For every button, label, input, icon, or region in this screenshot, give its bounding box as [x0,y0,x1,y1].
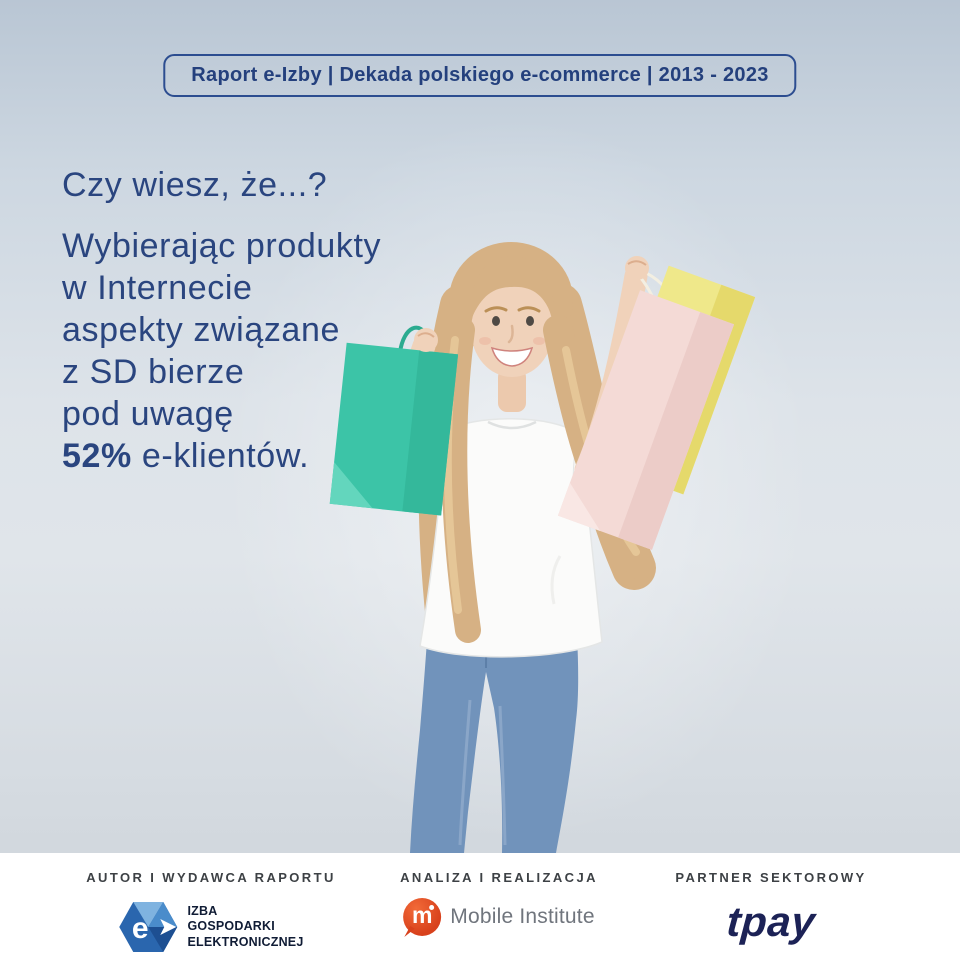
body-line: aspekty związane [62,311,340,349]
mobile-institute-monogram: m [412,902,433,928]
izba-logo: e IZBA GOSPODARKI ELEKTRONICZNEJ [118,898,303,956]
izba-hexagon-icon: e [119,902,178,952]
mobile-institute-wordmark: Mobile Institute [450,905,595,928]
footer-label-author: AUTOR I WYDAWCA RAPORTU [86,870,336,885]
mobile-institute-icon: m [403,898,442,936]
report-banner: Raport e-Izby | Dekada polskiego e-comme… [163,54,797,97]
mobile-institute-logo: m Mobile Institute [403,898,595,936]
tpay-wordmark: tpay [725,898,817,945]
headline-block: Czy wiesz, że...? Wybierając produkty w … [62,166,381,477]
footer-column-analysis: ANALIZA I REALIZACJA m Mobile Institute [400,870,598,936]
svg-text:e: e [132,912,149,945]
footer-column-partner: PARTNER SEKTOROWY tpay [675,870,866,946]
stat-suffix: e-klientów. [131,437,310,475]
body-line: pod uwagę [62,395,234,433]
footer-column-author: AUTOR I WYDAWCA RAPORTU e IZBA GOSPODARK… [86,870,335,959]
footer: AUTOR I WYDAWCA RAPORTU e IZBA GOSPODARK… [0,853,960,959]
report-banner-text: Raport e-Izby | Dekada polskiego e-comme… [191,64,769,86]
body-line: z SD bierze [62,353,245,391]
body-line: w Internecie [62,269,253,307]
stat-value: 52% [62,437,132,475]
stat-line: 52% e-klientów. [62,435,381,477]
headline: Czy wiesz, że...? [62,166,328,204]
body-line: Wybierając produkty [62,227,382,265]
footer-label-analysis: ANALIZA I REALIZACJA [400,870,598,885]
izba-logo-text: IZBA GOSPODARKI ELEKTRONICZNEJ [187,903,304,949]
footer-label-partner: PARTNER SEKTOROWY [675,870,867,885]
